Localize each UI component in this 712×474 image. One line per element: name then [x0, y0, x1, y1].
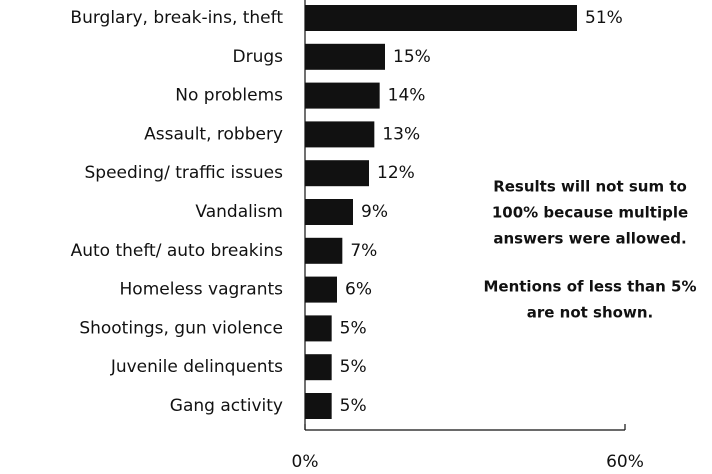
annotation: 100% because multiple — [492, 204, 688, 222]
category-label: No problems — [175, 86, 283, 106]
category-label: Auto theft/ auto breakins — [71, 241, 284, 261]
bar — [305, 354, 332, 381]
value-label: 51% — [585, 8, 623, 28]
category-label: Shootings, gun violence — [79, 318, 283, 338]
bar — [305, 82, 380, 109]
x-tick-label: 60% — [606, 452, 644, 472]
x-tick-label: 0% — [292, 452, 319, 472]
bar — [305, 160, 369, 187]
bar — [305, 199, 353, 225]
bar — [305, 121, 375, 148]
category-label: Burglary, break-ins, theft — [70, 8, 283, 28]
category-label: Gang activity — [170, 396, 283, 416]
annotation: Results will not sum to — [493, 178, 687, 196]
value-label: 9% — [361, 202, 388, 222]
value-label: 6% — [345, 280, 372, 300]
bar — [305, 315, 332, 342]
value-label: 5% — [340, 318, 367, 338]
category-label: Juvenile delinquents — [110, 357, 283, 377]
value-label: 7% — [350, 241, 377, 261]
category-label: Vandalism — [195, 202, 283, 222]
value-label: 5% — [340, 396, 367, 416]
value-label: 14% — [388, 86, 426, 106]
value-label: 5% — [340, 357, 367, 377]
bar — [305, 43, 385, 70]
bar — [305, 237, 343, 264]
category-label: Drugs — [232, 47, 283, 67]
bar — [305, 276, 337, 303]
bar — [305, 393, 332, 419]
annotation: answers were allowed. — [493, 230, 686, 248]
annotation: Mentions of less than 5% — [483, 278, 696, 296]
value-label: 15% — [393, 47, 431, 67]
value-label: 12% — [377, 163, 415, 183]
category-label: Speeding/ traffic issues — [85, 163, 284, 183]
annotation: are not shown. — [527, 304, 653, 322]
value-label: 13% — [382, 124, 420, 144]
category-label: Assault, robbery — [144, 124, 283, 144]
bar — [305, 5, 577, 31]
category-label: Homeless vagrants — [120, 280, 284, 300]
